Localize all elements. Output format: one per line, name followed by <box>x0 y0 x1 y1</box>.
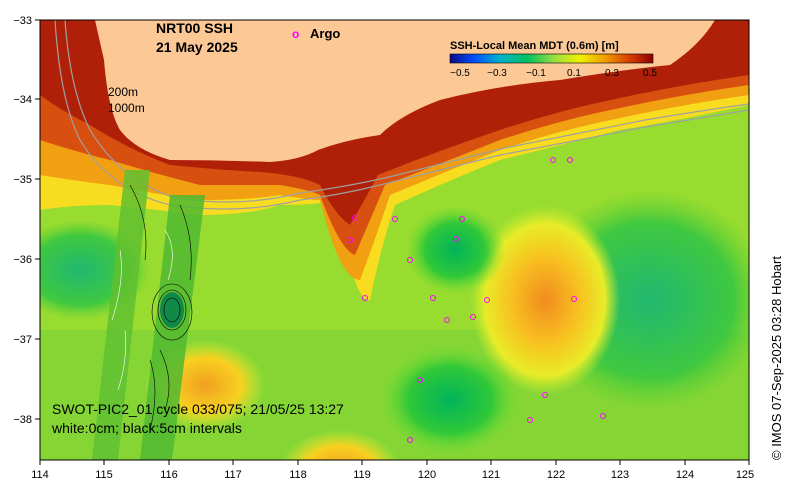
argo-float <box>453 236 459 242</box>
argo-legend-label: Argo <box>310 26 340 41</box>
argo-float <box>352 215 358 221</box>
argo-float <box>459 216 465 222</box>
argo-legend-marker: o <box>292 27 299 41</box>
argo-float <box>362 295 368 301</box>
isobath-1000m <box>54 20 749 210</box>
x-tick-label: 122 <box>547 469 565 481</box>
x-tick-label: 124 <box>676 469 694 481</box>
argo-float <box>347 237 353 243</box>
argo-float <box>407 437 413 443</box>
isobath-200m <box>64 20 749 203</box>
warm-patch-south <box>281 430 399 460</box>
colorbar-tick: 0.3 <box>605 68 619 79</box>
plot-area <box>40 20 749 460</box>
argo-float <box>550 157 556 163</box>
map-title: NRT00 SSH 21 May 2025 <box>156 20 238 55</box>
colorbar-tick: −0.1 <box>526 68 546 79</box>
colorbar-tick: −0.3 <box>487 68 507 79</box>
swot-contours-black <box>129 184 193 431</box>
title-product: NRT00 SSH <box>156 20 233 36</box>
title-date: 21 May 2025 <box>156 39 238 55</box>
x-tick-label: 116 <box>160 469 178 481</box>
x-tick-label: 125 <box>736 469 754 481</box>
y-tick-label: −34 <box>13 94 32 106</box>
x-tick-label: 121 <box>482 469 500 481</box>
swot-cold-core <box>160 292 184 328</box>
swot-swath-west <box>92 170 150 460</box>
swot-pass-label: SWOT-PIC2_01 cycle 033/075; 21/05/25 13:… <box>52 401 344 417</box>
x-tick-label: 118 <box>289 469 307 481</box>
y-tick-label: −33 <box>13 15 32 27</box>
argo-float <box>470 314 476 320</box>
colorbar <box>449 53 654 64</box>
argo-float <box>392 216 398 222</box>
argo-float <box>567 157 573 163</box>
argo-floats <box>347 157 606 443</box>
cold-eddy-south <box>380 345 520 455</box>
axis-ticks <box>35 19 750 465</box>
colorbar-title: SSH-Local Mean MDT (0.6m) [m] <box>450 40 619 52</box>
y-tick-label: −35 <box>13 174 32 186</box>
cold-eddy-north <box>405 205 505 295</box>
argo-float <box>430 295 436 301</box>
x-axis-labels: 114 115 116 117 118 119 120 121 122 123 … <box>31 469 754 481</box>
argo-float <box>417 377 423 383</box>
y-tick-label: −38 <box>13 414 32 426</box>
swot-contours-white <box>111 229 173 391</box>
argo-float <box>484 297 490 303</box>
argo-float <box>542 392 548 398</box>
isobath-label-1000m: 1000m <box>108 101 145 115</box>
swot-annotation: SWOT-PIC2_01 cycle 033/075; 21/05/25 13:… <box>51 401 344 436</box>
colorbar-tick: 0.5 <box>643 68 657 79</box>
imos-credit: © IMOS 07-Sep-2025 03:28 Hobart <box>769 256 784 460</box>
argo-float <box>527 417 533 423</box>
y-axis-labels: −33 −34 −35 −36 −37 −38 <box>13 15 32 426</box>
plot-frame <box>39 19 750 461</box>
x-tick-label: 115 <box>95 469 113 481</box>
colorbar-tick: −0.5 <box>450 68 470 79</box>
y-tick-label: −37 <box>13 334 32 346</box>
isobath-labels: 200m 1000m <box>108 85 145 115</box>
argo-float <box>407 257 413 263</box>
argo-float <box>444 317 450 323</box>
x-tick-label: 119 <box>353 469 371 481</box>
x-tick-label: 120 <box>418 469 436 481</box>
x-tick-label: 123 <box>611 469 629 481</box>
argo-float <box>600 413 606 419</box>
x-tick-label: 114 <box>31 469 49 481</box>
isobath-label-200m: 200m <box>108 85 138 99</box>
colorbar-tick-labels: −0.5 −0.3 −0.1 0.1 0.3 0.5 <box>450 68 657 79</box>
x-tick-label: 117 <box>224 469 242 481</box>
colorbar-tick: 0.1 <box>567 68 581 79</box>
y-tick-label: −36 <box>13 254 32 266</box>
warm-eddy <box>470 205 620 395</box>
argo-float <box>571 296 577 302</box>
swot-contour-label: white:0cm; black:5cm intervals <box>51 420 242 436</box>
